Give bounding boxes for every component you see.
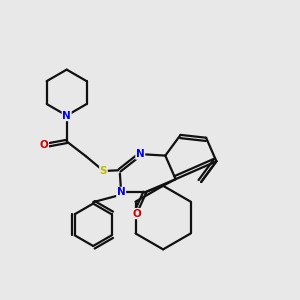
Text: N: N (117, 188, 125, 197)
Text: N: N (136, 149, 145, 159)
Text: O: O (132, 208, 141, 219)
Text: O: O (40, 140, 48, 150)
Text: S: S (100, 166, 107, 176)
Text: N: N (62, 110, 71, 121)
